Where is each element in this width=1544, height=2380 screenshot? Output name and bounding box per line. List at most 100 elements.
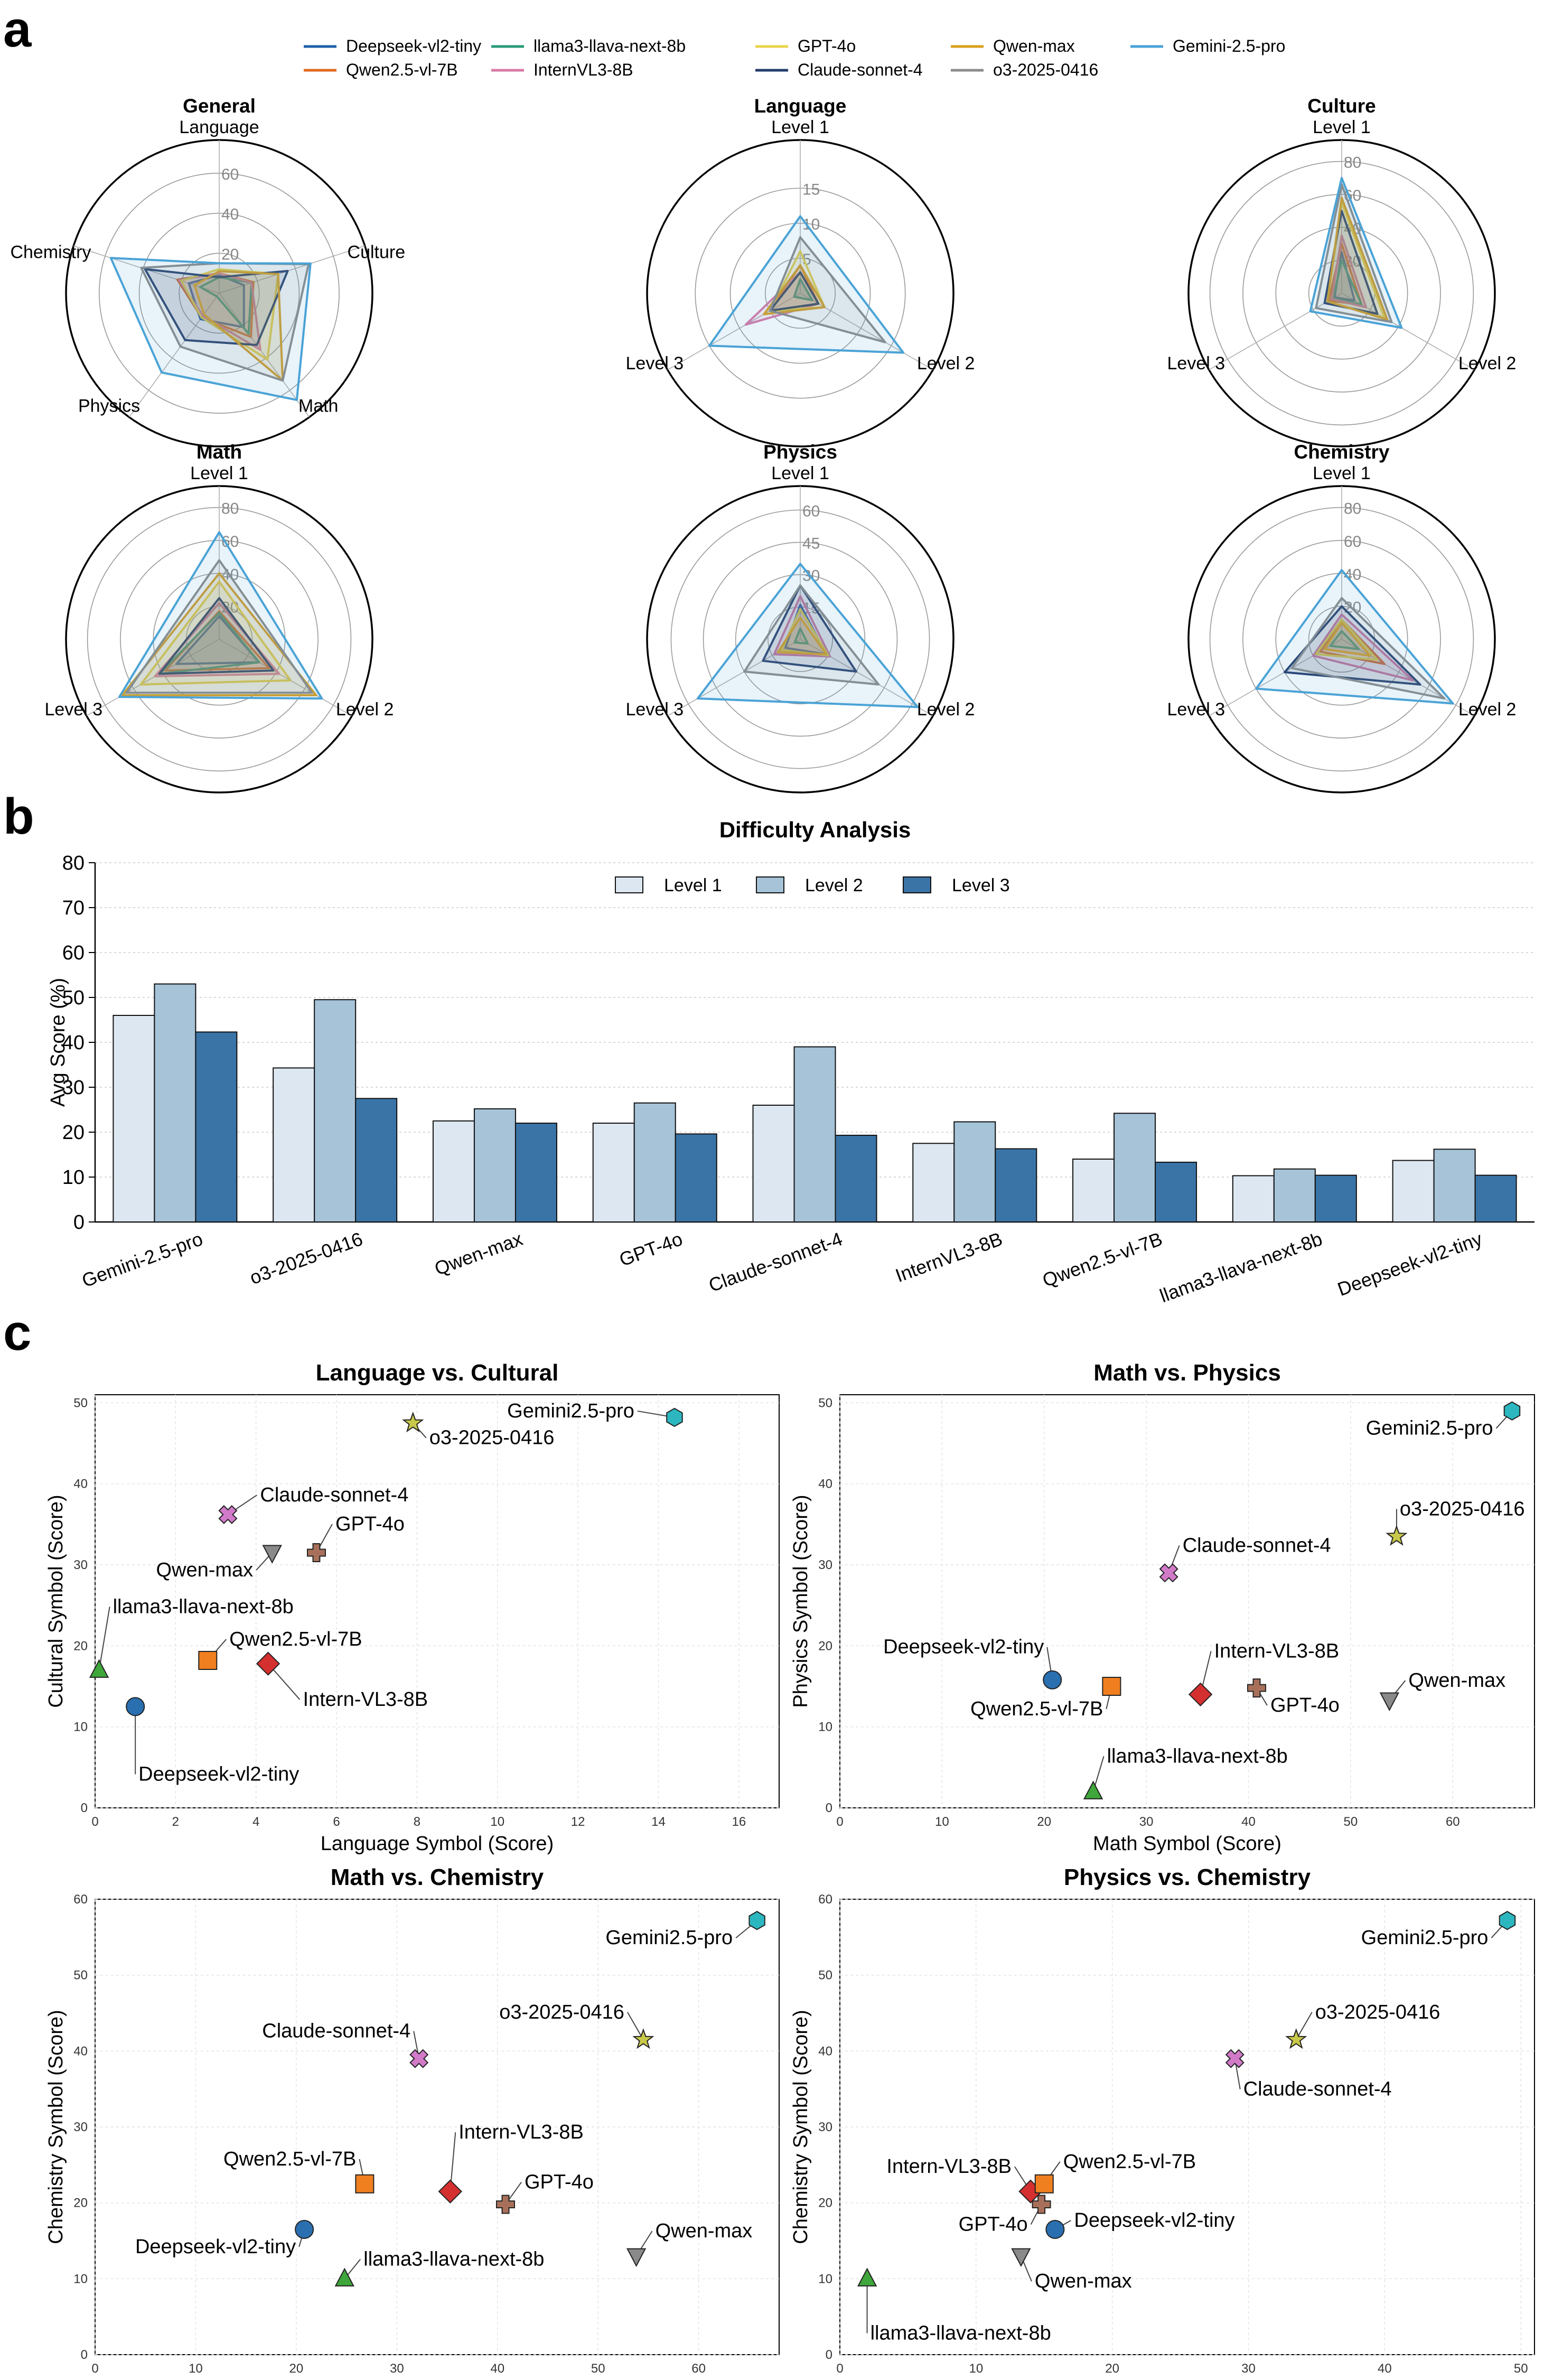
radar-axis-label: Level 3 (1167, 353, 1225, 374)
bar-y-tick-label: 0 (73, 1211, 85, 1234)
legend-label-claude-sonnet-4: Claude-sonnet-4 (798, 60, 923, 79)
radar-series-gemini-2-5-pro (696, 563, 919, 708)
radar-series-llama3-llava-next-8b (1332, 259, 1363, 306)
scatter-math-vs-physics: 0 10 20 30 40 50 60 0 10 20 30 40 50 Math vs. Physics… (790, 1360, 1535, 1855)
scatter-y-tick-label: 60 (73, 1892, 88, 1907)
radar-axis-label: Level 1 (771, 463, 829, 483)
scatter-point-claude-sonnet-4 (1159, 1563, 1178, 1583)
scatter-leader-line (627, 2012, 644, 2040)
scatter-x-tick-label: 10 (189, 2362, 203, 2376)
radar-spoke (800, 639, 933, 716)
scatter-y-tick-label: 40 (818, 1477, 832, 1491)
radar-series-gemini-2-5-pro (118, 531, 323, 700)
scatter-point-llama3-llava-next-8b (857, 2267, 877, 2286)
scatter-title: Physics vs. Chemistry (1064, 1864, 1311, 1890)
scatter-point-gpt-4o (1032, 2195, 1051, 2214)
scatter-y-tick-label: 0 (81, 2348, 88, 2362)
radar-title: Math (196, 441, 242, 463)
scatter-point-label: Deepseek-vl2-tiny (138, 1763, 299, 1785)
scatter-point-label: Deepseek-vl2-tiny (1074, 2209, 1234, 2232)
radar-axis-label: Level 3 (1167, 699, 1225, 720)
bar-y-tick-label: 40 (62, 1032, 85, 1054)
scatter-point-label: Qwen-max (1408, 1669, 1505, 1692)
scatter-point-qwen2-5-vl-7b (1102, 1677, 1121, 1696)
scatter-point-gemini2-5-pro (666, 1407, 683, 1427)
scatter-point-label: Qwen-max (1035, 2270, 1132, 2292)
radar-title: Culture (1307, 95, 1376, 117)
radar-axis-label: Level 1 (771, 117, 829, 137)
scatter-point-label: Gemini2.5-pro (605, 1927, 733, 1949)
bar-y-axis-label: Avg Score (%) (47, 978, 69, 1107)
scatter-x-tick-label: 4 (252, 1815, 259, 1829)
radar-axis-label: Level 2 (917, 699, 975, 720)
scatter-y-tick-label: 0 (826, 1801, 832, 1815)
scatter-point-label: Claude-sonnet-4 (1243, 2078, 1392, 2101)
scatter-point-qwen2-5-vl-7b (355, 2174, 375, 2194)
scatter-point-gemini2-5-pro (1503, 1401, 1521, 1421)
scatter-y-tick-label: 30 (73, 2120, 88, 2134)
scatter-x-tick-label: 30 (1241, 2362, 1256, 2376)
radar-general: 20 40 60 Language Culture Math Physics Chemistr… (10, 95, 405, 447)
radar-series-claude-sonnet-4 (144, 268, 289, 346)
scatter-y-tick-label: 40 (818, 2044, 832, 2058)
radar-title: Chemistry (1294, 441, 1390, 463)
radar-spoke (800, 293, 933, 370)
scatter-language-vs-cultural: 0 2 4 6 8 10 12 14 16 0 10 20 30 40 50 Language vs. Cul… (45, 1360, 780, 1855)
scatter-x-tick-label: 0 (91, 2362, 98, 2376)
scatter-point-label: Claude-sonnet-4 (260, 1484, 408, 1506)
scatter-frame (95, 1899, 780, 2355)
radar-tick-label: 5 (802, 251, 811, 268)
scatter-x-tick-label: 30 (1139, 1815, 1154, 1829)
radar-axis-label: Level 2 (1458, 353, 1517, 374)
scatter-point-label: Deepseek-vl2-tiny (135, 2236, 296, 2258)
scatter-point-gpt-4o (307, 1543, 326, 1562)
radar-tick-label: 80 (1344, 154, 1361, 172)
radar-series-o3-2025-0416 (1290, 597, 1446, 700)
bar-legend-swatch-level-1 (615, 876, 643, 893)
radar-legend: Deepseek-vl2-tiny llama3-llava-next-8b GPT… (304, 36, 1285, 79)
radar-series-o3-2025-0416 (769, 236, 886, 343)
panel-label-b: b (3, 788, 34, 845)
scatter-x-tick-label: 8 (414, 1815, 420, 1829)
bar-chart-title: Difficulty Analysis (719, 817, 911, 842)
scatter-x-tick-label: 20 (289, 2362, 304, 2376)
bar-level-1-deepseek-vl2-tiny (1392, 1160, 1435, 1223)
scatter-x-tick-label: 60 (691, 2362, 706, 2376)
bar-y-tick-label: 70 (62, 897, 85, 919)
radar-axis-label: Level 1 (1313, 117, 1371, 137)
bar-legend-swatch-level-2 (756, 876, 784, 893)
scatter-point-o3-2025-0416 (1285, 2028, 1307, 2049)
radar-title: Language (754, 95, 847, 117)
bar-level-1-internvl3-8b (912, 1143, 955, 1222)
scatter-point-qwen-max (1379, 1692, 1400, 1711)
radar-spoke (219, 639, 352, 716)
scatter-frame (95, 1394, 780, 1808)
scatter-point-label: o3-2025-0416 (499, 2001, 624, 2023)
radar-series-o3-2025-0416 (125, 559, 313, 694)
radar-series-claude-sonnet-4 (769, 271, 820, 312)
scatter-x-tick-label: 0 (836, 1815, 843, 1829)
scatter-point-deepseek-vl2-tiny (1045, 2219, 1065, 2239)
scatter-y-tick-label: 30 (73, 1558, 88, 1572)
scatter-point-label: Claude-sonnet-4 (262, 2020, 410, 2042)
scatter-point-label: GPT-4o (335, 1513, 405, 1535)
scatter-x-tick-label: 10 (935, 1815, 949, 1829)
scatter-x-tick-label: 50 (591, 2362, 605, 2376)
scatter-title: Math vs. Chemistry (331, 1864, 544, 1890)
bar-level-1-o3-2025-0416 (273, 1067, 315, 1222)
radar-tick-label: 45 (802, 535, 820, 553)
bar-legend-label-level-1: Level 1 (664, 875, 722, 895)
bar-level-2-claude-sonnet-4 (793, 1046, 836, 1222)
scatter-y-tick-label: 50 (73, 1396, 88, 1410)
scatter-x-tick-label: 10 (969, 2362, 983, 2376)
scatter-point-label: Gemini2.5-pro (507, 1400, 634, 1422)
legend-label-llama3-llava-next-8b: llama3-llava-next-8b (534, 36, 686, 55)
scatter-y-axis-label: Chemistry Symbol (Score) (45, 2010, 67, 2244)
radar-series-claude-sonnet-4 (158, 597, 275, 675)
scatter-y-tick-label: 30 (818, 1558, 832, 1572)
scatter-x-tick-label: 14 (651, 1815, 666, 1829)
radar-tick-label: 20 (221, 246, 239, 263)
